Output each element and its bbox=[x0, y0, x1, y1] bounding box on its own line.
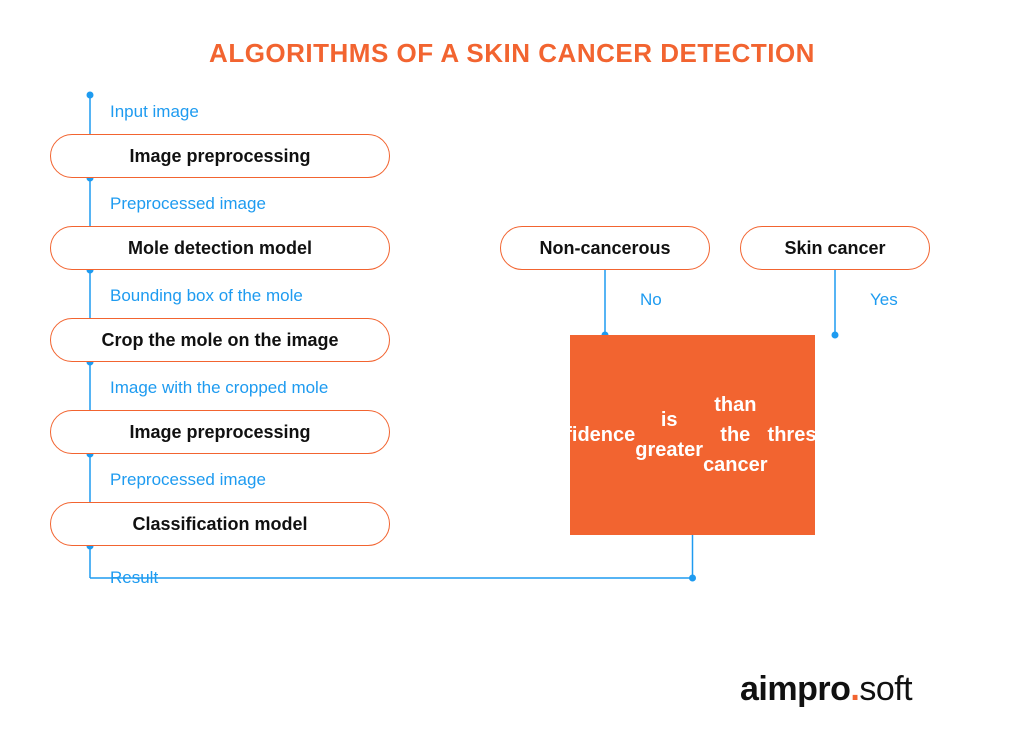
decision-box: Confidenceis greaterthan the cancerthres… bbox=[570, 335, 815, 535]
outcome-noncancerous-box: Non-cancerous bbox=[500, 226, 710, 270]
connector-label-3: Image with the cropped mole bbox=[110, 378, 328, 398]
logo-right: soft bbox=[859, 670, 912, 708]
connector-label-5: Result bbox=[110, 568, 158, 588]
branch-label-no: No bbox=[640, 290, 662, 310]
branch-label-yes: Yes bbox=[870, 290, 898, 310]
logo-dot-icon: . bbox=[850, 670, 859, 708]
outcome-skincancer-box: Skin cancer bbox=[740, 226, 930, 270]
step-box-0: Image preprocessing bbox=[50, 134, 390, 178]
logo-left: aimpro bbox=[740, 670, 850, 708]
brand-logo: aimpro.soft bbox=[740, 670, 912, 709]
connector-label-0: Input image bbox=[110, 102, 199, 122]
diagram-title: ALGORITHMS OF A SKIN CANCER DETECTION bbox=[0, 38, 1024, 69]
step-box-4: Classification model bbox=[50, 502, 390, 546]
connector-label-4: Preprocessed image bbox=[110, 470, 266, 490]
step-box-1: Mole detection model bbox=[50, 226, 390, 270]
step-box-2: Crop the mole on the image bbox=[50, 318, 390, 362]
step-box-3: Image preprocessing bbox=[50, 410, 390, 454]
connector-label-2: Bounding box of the mole bbox=[110, 286, 303, 306]
connector-label-1: Preprocessed image bbox=[110, 194, 266, 214]
